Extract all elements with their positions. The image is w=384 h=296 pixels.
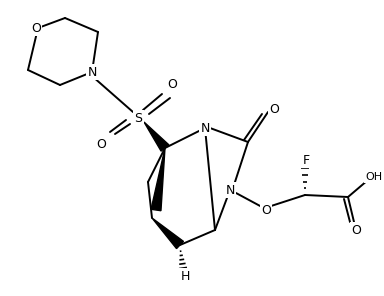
Polygon shape xyxy=(151,148,165,211)
Text: O: O xyxy=(31,22,41,35)
Text: O: O xyxy=(261,204,271,216)
Text: O: O xyxy=(96,138,106,150)
Text: O: O xyxy=(167,78,177,91)
Text: OH: OH xyxy=(366,172,382,182)
Text: N: N xyxy=(87,65,97,78)
Text: F: F xyxy=(303,154,310,166)
Text: S: S xyxy=(134,112,142,125)
Text: O: O xyxy=(351,223,361,237)
Text: N: N xyxy=(225,184,235,197)
Text: N: N xyxy=(200,121,210,134)
Text: O: O xyxy=(269,102,279,115)
Text: H: H xyxy=(180,269,190,282)
Polygon shape xyxy=(144,122,169,151)
Polygon shape xyxy=(152,218,184,249)
